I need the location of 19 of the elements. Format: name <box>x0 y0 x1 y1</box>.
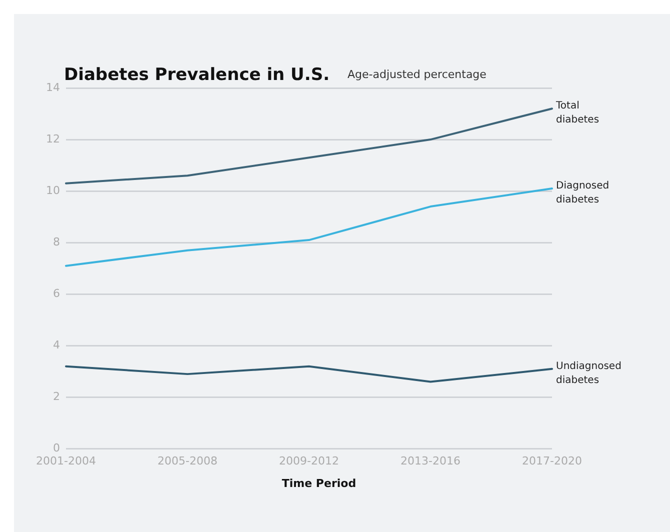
chart-subtitle: Age-adjusted percentage <box>348 68 487 81</box>
y-tick-label: 2 <box>52 390 60 404</box>
x-tick-label: 2005-2008 <box>158 454 218 468</box>
x-axis-title: Time Period <box>282 477 356 490</box>
y-tick-label: 8 <box>52 235 60 248</box>
series-label: Diagnosed diabetes <box>556 180 610 206</box>
y-tick-label: 14 <box>46 80 60 94</box>
y-tick-label: 10 <box>46 184 60 197</box>
x-tick-label: 2009-2012 <box>279 454 339 468</box>
x-tick-label: 2001-2004 <box>36 454 96 468</box>
chart-title: Diabetes Prevalence in U.S. <box>64 65 330 85</box>
x-tick-label: 2013-2016 <box>400 454 460 468</box>
y-tick-label: 6 <box>52 287 60 300</box>
x-tick-label: 2017-2020 <box>522 454 582 468</box>
series-label: Total diabetes <box>555 100 600 126</box>
series-label: Undiagnosed diabetes <box>556 360 622 386</box>
y-tick-label: 0 <box>52 442 60 455</box>
y-tick-label: 4 <box>52 338 60 352</box>
y-tick-label: 12 <box>46 132 60 146</box>
